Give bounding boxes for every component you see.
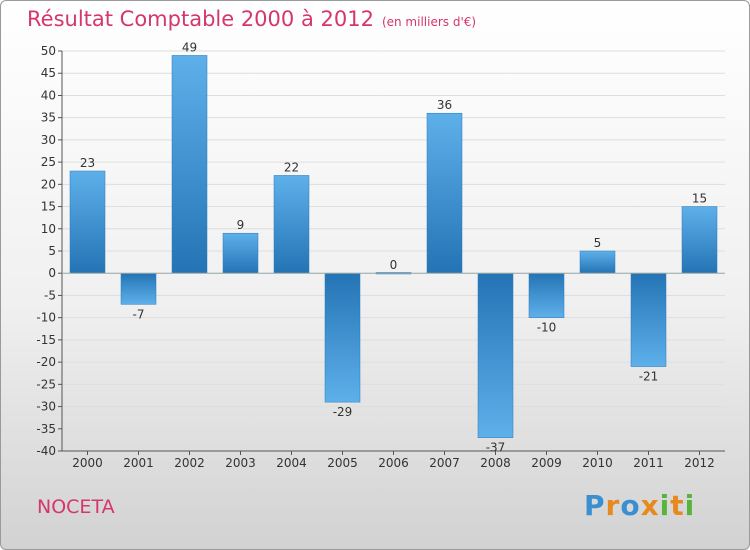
logo-letter: o — [620, 489, 641, 522]
x-tick-label: 2011 — [633, 456, 664, 470]
x-tick-label: 2002 — [174, 456, 205, 470]
bar-2002 — [171, 55, 208, 274]
data-label: 9 — [237, 218, 245, 232]
y-tick-label: -20 — [36, 355, 56, 369]
data-label: 23 — [80, 156, 95, 170]
y-tick-label: 40 — [41, 88, 56, 102]
y-tick-label: 10 — [41, 222, 56, 236]
chart-title-text: Résultat Comptable 2000 à 2012 — [27, 7, 374, 31]
bar-2007 — [426, 112, 463, 274]
y-tick-label: -35 — [36, 422, 56, 436]
data-label: 22 — [284, 160, 299, 174]
bar-2004 — [273, 175, 310, 274]
y-tick-label: 35 — [41, 111, 56, 125]
bar-2000 — [69, 170, 106, 274]
chart-subtitle: (en milliers d'€) — [381, 15, 477, 29]
proxiti-logo: Proxiti — [584, 489, 695, 522]
y-tick-label: 0 — [48, 266, 56, 280]
y-tick-label: -15 — [36, 333, 56, 347]
x-tick-label: 2008 — [480, 456, 511, 470]
x-tick-label: 2000 — [72, 456, 103, 470]
y-tick-label: 15 — [41, 200, 56, 214]
logo-letter: i — [684, 489, 696, 522]
y-tick-label: -10 — [36, 311, 56, 325]
x-tick-label: 2003 — [225, 456, 256, 470]
y-tick-label: 30 — [41, 133, 56, 147]
x-tick-label: 2012 — [684, 456, 715, 470]
bars-layer — [69, 55, 718, 438]
x-tick-label: 2010 — [582, 456, 613, 470]
grid-layer — [62, 50, 725, 452]
x-tick-label: 2004 — [276, 456, 307, 470]
data-label: -21 — [639, 370, 659, 384]
data-label: 49 — [182, 40, 197, 54]
y-tick-label: -5 — [44, 288, 56, 302]
data-label: 5 — [594, 236, 602, 250]
y-tick-label: -30 — [36, 400, 56, 414]
x-tick-label: 2005 — [327, 456, 358, 470]
y-tick-label: -40 — [36, 444, 56, 458]
x-tick-label: 2009 — [531, 456, 562, 470]
x-tick-label: 2007 — [429, 456, 460, 470]
y-tick-label: 5 — [48, 244, 56, 258]
y-tick-label: 50 — [41, 44, 56, 58]
data-label: -29 — [333, 405, 353, 419]
y-tick-label: 25 — [41, 155, 56, 169]
labels-layer: 23 -7 49 9 22 -29 0 36 -37 -10 5 -21 15 — [80, 40, 707, 454]
bar-2009 — [528, 272, 565, 318]
data-label: -7 — [133, 307, 145, 321]
data-label: 0 — [390, 258, 398, 272]
logo-letter: i — [659, 489, 671, 522]
logo-letter: x — [640, 489, 660, 522]
x-tick-label: 2006 — [378, 456, 409, 470]
bar-2003 — [222, 232, 259, 274]
logo-letter: t — [670, 489, 685, 522]
data-label: 36 — [437, 98, 452, 112]
town-name: NOCETA — [37, 496, 115, 518]
bar-2005 — [324, 272, 361, 403]
y-tick-label: 45 — [41, 66, 56, 80]
y-tick-label: 20 — [41, 177, 56, 191]
bar-2011 — [630, 272, 667, 367]
data-label: 15 — [692, 192, 707, 206]
data-label: -10 — [537, 321, 557, 335]
chart-title: Résultat Comptable 2000 à 2012 (en millie… — [27, 7, 476, 31]
bar-2010 — [579, 250, 616, 274]
bar-2012 — [681, 206, 718, 274]
logo-letter: P — [584, 489, 606, 522]
axes-layer: -40 -35 -30 -25 -20 -15 -10 -5 0 5 10 15 20 25 30 35 40 4… — [36, 44, 725, 470]
x-tick-label: 2001 — [123, 456, 154, 470]
data-label: -37 — [486, 441, 506, 455]
bar-2001 — [120, 272, 157, 305]
bar-2008 — [477, 272, 514, 438]
y-tick-label: -25 — [36, 377, 56, 391]
logo-letter: r — [605, 489, 621, 522]
